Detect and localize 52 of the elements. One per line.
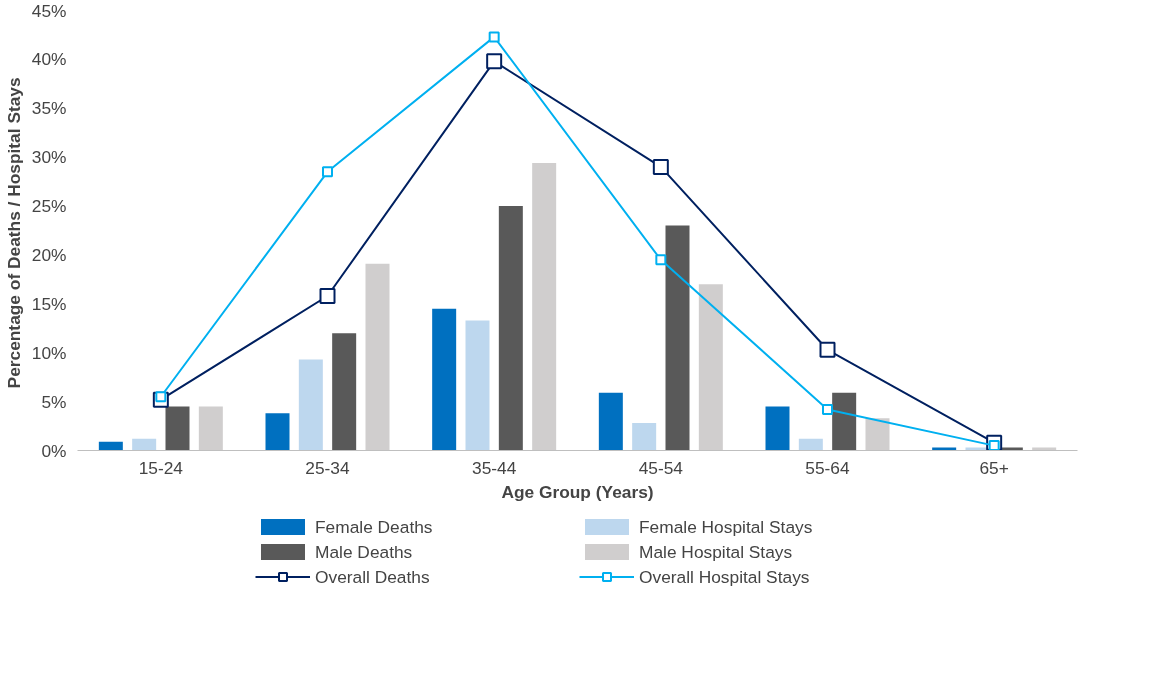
legend-label: Male Hospital Stays bbox=[639, 541, 794, 562]
point bbox=[652, 158, 669, 175]
y-tick-label: 5% bbox=[41, 391, 67, 412]
y-tick-label: 45% bbox=[31, 0, 67, 21]
y-tick-label: 25% bbox=[31, 196, 67, 217]
x-tick-label: 65+ bbox=[979, 457, 1009, 478]
point bbox=[486, 53, 503, 70]
legend-label: Female Hospital Stays bbox=[639, 516, 814, 537]
y-tick-label: 20% bbox=[31, 244, 67, 265]
x-tick-label: 35-44 bbox=[472, 457, 517, 478]
bar bbox=[665, 225, 690, 451]
bar bbox=[698, 284, 723, 451]
bar bbox=[432, 308, 457, 451]
point bbox=[655, 254, 667, 266]
legend-label: Overall Deaths bbox=[315, 566, 431, 587]
legend-label: Overall Hospital Stays bbox=[639, 566, 811, 587]
bar bbox=[198, 406, 223, 451]
bar bbox=[832, 392, 857, 451]
bar bbox=[265, 413, 290, 451]
y-tick-label: 40% bbox=[31, 49, 67, 70]
point bbox=[319, 288, 336, 305]
bar bbox=[298, 359, 323, 451]
bar bbox=[798, 438, 823, 451]
legend-label: Female Deaths bbox=[315, 516, 434, 537]
bar bbox=[332, 333, 357, 451]
y-tick-label: 30% bbox=[31, 147, 67, 168]
y-tick-label: 15% bbox=[31, 293, 67, 314]
bar bbox=[765, 406, 790, 451]
x-tick-label: 25-34 bbox=[305, 457, 351, 478]
bar bbox=[165, 406, 190, 451]
bar bbox=[532, 163, 557, 451]
bar bbox=[598, 392, 623, 451]
y-tick-label: 0% bbox=[41, 440, 67, 461]
bar bbox=[365, 263, 390, 451]
x-axis-title: Age Group (Years) bbox=[501, 481, 654, 502]
x-tick-label: 45-54 bbox=[638, 457, 684, 478]
bar bbox=[632, 423, 657, 451]
x-tick-label: 55-64 bbox=[805, 457, 851, 478]
point bbox=[819, 341, 836, 358]
y-tick-label: 10% bbox=[31, 342, 67, 363]
y-tick-label: 35% bbox=[31, 98, 67, 119]
point bbox=[488, 31, 500, 43]
bar bbox=[865, 418, 890, 451]
point bbox=[322, 166, 333, 178]
bar bbox=[98, 441, 123, 451]
bar bbox=[498, 206, 523, 451]
bar bbox=[465, 320, 490, 451]
point bbox=[822, 403, 833, 415]
x-tick-label: 15-24 bbox=[138, 457, 184, 478]
legend-label: Male Deaths bbox=[315, 541, 414, 562]
y-axis-title: Percentage of Deaths / Hospital Stays bbox=[3, 77, 24, 389]
bar bbox=[132, 438, 157, 451]
